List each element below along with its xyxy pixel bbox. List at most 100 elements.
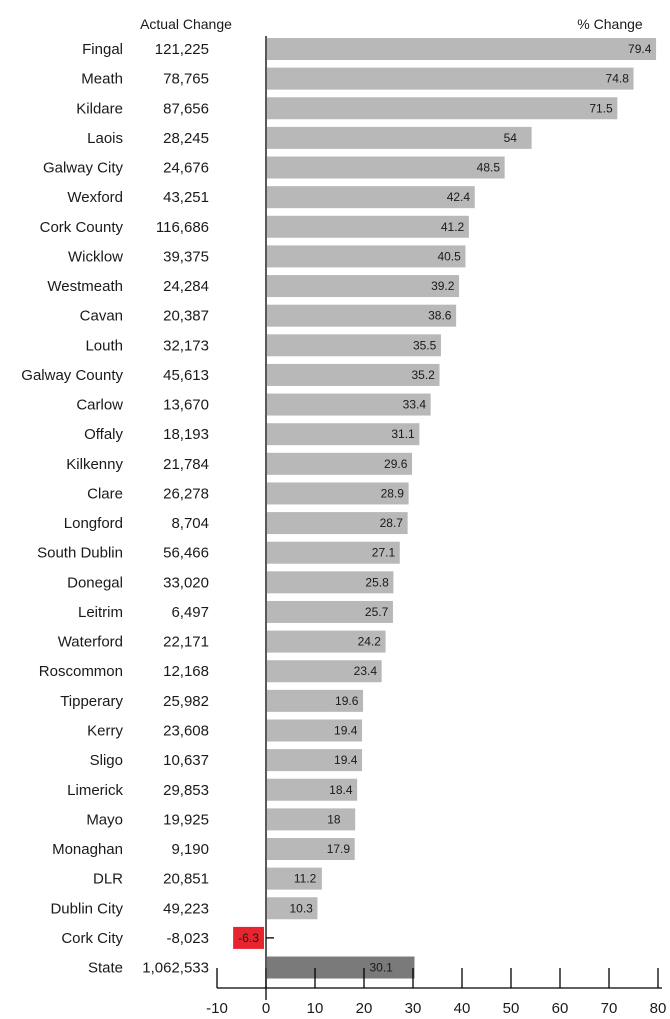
data-label: 48.5 — [477, 161, 501, 175]
x-tick-label: 30 — [405, 1000, 422, 1017]
actual-change-value: 28,245 — [163, 130, 209, 147]
bar — [267, 956, 415, 979]
bar — [267, 97, 618, 120]
bar — [267, 304, 457, 327]
category-label: South Dublin — [37, 545, 123, 562]
category-label: Kilkenny — [66, 456, 123, 473]
data-label: 24.2 — [358, 635, 382, 649]
data-label: -6.3 — [238, 931, 259, 945]
category-label: Galway County — [21, 367, 123, 384]
category-label: Meath — [81, 71, 123, 88]
actual-change-value: 18,193 — [163, 426, 209, 443]
category-label: Sligo — [90, 752, 123, 769]
bar — [267, 660, 382, 683]
category-label: Clare — [87, 485, 123, 502]
x-tick-label: 80 — [650, 1000, 667, 1017]
bar — [267, 156, 505, 179]
data-label: 19.4 — [334, 753, 358, 767]
actual-change-value: 1,062,533 — [142, 960, 209, 977]
category-label: Laois — [87, 130, 123, 147]
data-label: 11.2 — [294, 872, 317, 886]
actual-change-value: 33,020 — [163, 574, 209, 591]
bar — [267, 719, 363, 742]
bar — [267, 541, 400, 564]
category-label: Waterford — [58, 634, 123, 651]
x-tick-label: 60 — [552, 1000, 569, 1017]
actual-change-value: 49,223 — [163, 900, 209, 917]
actual-change-value: 45,613 — [163, 367, 209, 384]
data-label: 35.5 — [413, 338, 437, 352]
x-axis: -10 0 10 20 30 40 50 60 70 80 — [206, 36, 666, 1017]
data-label: 40.5 — [437, 249, 461, 263]
data-label: 18.4 — [329, 783, 353, 797]
data-label: 28.9 — [381, 486, 405, 500]
category-label: Fingal — [82, 41, 123, 58]
category-label: Longford — [64, 515, 123, 532]
data-label: 42.4 — [447, 190, 471, 204]
category-label: Louth — [85, 337, 123, 354]
x-tick-label: 50 — [503, 1000, 520, 1017]
actual-change-value: -8,023 — [166, 930, 209, 947]
bar — [267, 38, 657, 60]
bar — [267, 452, 413, 475]
actual-change-value: 29,853 — [163, 782, 209, 799]
data-label: 41.2 — [441, 220, 465, 234]
data-label: 18 — [327, 812, 341, 826]
category-label: Wicklow — [68, 248, 123, 265]
category-label: Kildare — [76, 100, 123, 117]
data-label: 79.4 — [628, 42, 652, 56]
category-label: Mayo — [86, 811, 123, 828]
actual-change-value: 78,765 — [163, 71, 209, 88]
data-label: 31.1 — [391, 427, 415, 441]
bar — [267, 245, 466, 268]
actual-change-value: 13,670 — [163, 397, 209, 414]
category-label: Tipperary — [60, 693, 123, 710]
actual-change-value: 24,284 — [163, 278, 209, 295]
actual-change-value: 9,190 — [171, 841, 209, 858]
actual-change-value: 21,784 — [163, 456, 209, 473]
bar — [267, 838, 355, 861]
bar — [267, 215, 469, 238]
x-tick-label: 70 — [601, 1000, 618, 1017]
bar — [267, 630, 386, 653]
data-label: 23.4 — [354, 664, 378, 678]
category-label: Roscommon — [39, 663, 123, 680]
x-tick-label: 0 — [262, 1000, 270, 1017]
category-label: Galway City — [43, 160, 124, 177]
actual-change-value: 26,278 — [163, 485, 209, 502]
actual-change-value: 39,375 — [163, 248, 209, 265]
category-label: Cavan — [80, 308, 123, 325]
category-label: Dublin City — [50, 900, 123, 917]
category-label: Monaghan — [52, 841, 123, 858]
actual-change-value: 8,704 — [171, 515, 209, 532]
data-label: 74.8 — [606, 72, 630, 86]
data-label: 33.4 — [403, 398, 427, 412]
bar — [267, 808, 356, 831]
category-label: Carlow — [76, 397, 123, 414]
bar — [267, 867, 322, 890]
x-tick-label: -10 — [206, 1000, 228, 1017]
actual-change-value: 56,466 — [163, 545, 209, 562]
bar — [267, 749, 363, 772]
actual-change-value: 87,656 — [163, 100, 209, 117]
bar — [267, 423, 420, 446]
category-label: Donegal — [67, 574, 123, 591]
bar — [267, 600, 393, 623]
category-label: Limerick — [67, 782, 123, 799]
category-label: DLR — [93, 871, 123, 888]
data-label: 25.7 — [365, 605, 389, 619]
category-label: Offaly — [84, 426, 123, 443]
bar — [267, 571, 394, 594]
bar — [267, 334, 441, 357]
actual-change-value: 25,982 — [163, 693, 209, 710]
data-label: 10.3 — [289, 901, 313, 915]
header-percent-change: % Change — [577, 16, 643, 32]
data-label: 19.4 — [334, 723, 358, 737]
data-label: 29.6 — [384, 457, 408, 471]
actual-change-value: 121,225 — [155, 41, 209, 58]
bar — [267, 67, 634, 90]
actual-change-value: 22,171 — [163, 634, 209, 651]
bar — [267, 186, 475, 209]
actual-change-value: 43,251 — [163, 189, 209, 206]
data-label: 30.1 — [369, 961, 393, 975]
